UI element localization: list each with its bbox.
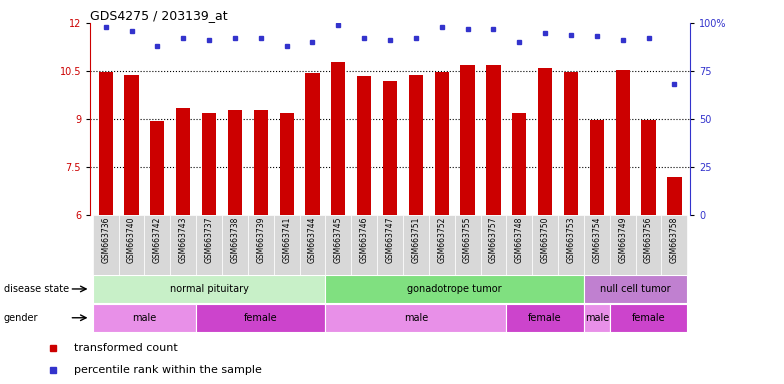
Bar: [228, 110, 242, 215]
Bar: [564, 72, 578, 215]
Bar: [93, 275, 325, 303]
Text: GSM663758: GSM663758: [670, 217, 679, 263]
Text: GSM663745: GSM663745: [334, 217, 343, 263]
Text: GSM663755: GSM663755: [463, 217, 472, 263]
Bar: [434, 72, 449, 215]
Text: GSM663738: GSM663738: [230, 217, 239, 263]
Bar: [512, 113, 526, 215]
Text: GDS4275 / 203139_at: GDS4275 / 203139_at: [90, 9, 228, 22]
Bar: [532, 215, 558, 275]
Text: percentile rank within the sample: percentile rank within the sample: [74, 365, 263, 375]
Text: GSM663743: GSM663743: [179, 217, 187, 263]
Bar: [641, 120, 655, 215]
Text: GSM663746: GSM663746: [360, 217, 368, 263]
Bar: [196, 215, 222, 275]
Bar: [202, 113, 216, 215]
Text: GSM663744: GSM663744: [308, 217, 317, 263]
Bar: [170, 215, 196, 275]
Text: GSM663753: GSM663753: [567, 217, 575, 263]
Bar: [125, 75, 139, 215]
Bar: [299, 215, 325, 275]
Text: GSM663754: GSM663754: [593, 217, 601, 263]
Bar: [254, 110, 268, 215]
Text: GSM663757: GSM663757: [489, 217, 498, 263]
Bar: [481, 215, 506, 275]
Bar: [506, 304, 584, 331]
Bar: [325, 215, 351, 275]
Bar: [383, 81, 397, 215]
Bar: [506, 215, 532, 275]
Bar: [99, 72, 113, 215]
Bar: [306, 73, 320, 215]
Bar: [93, 215, 118, 275]
Bar: [610, 304, 688, 331]
Bar: [636, 215, 662, 275]
Bar: [357, 76, 372, 215]
Text: GSM663756: GSM663756: [644, 217, 653, 263]
Bar: [584, 304, 610, 331]
Text: transformed count: transformed count: [74, 343, 178, 353]
Text: normal pituitary: normal pituitary: [169, 284, 249, 294]
Bar: [460, 65, 474, 215]
Text: disease state: disease state: [4, 284, 69, 294]
Text: gender: gender: [4, 313, 38, 323]
Text: male: male: [585, 313, 609, 323]
Bar: [455, 215, 481, 275]
Bar: [584, 215, 610, 275]
Text: female: female: [528, 313, 562, 323]
Bar: [274, 215, 299, 275]
Text: GSM663741: GSM663741: [282, 217, 291, 263]
Bar: [538, 68, 552, 215]
Text: male: male: [404, 313, 428, 323]
Bar: [667, 177, 681, 215]
Bar: [222, 215, 248, 275]
Bar: [351, 215, 377, 275]
Text: GSM663750: GSM663750: [541, 217, 550, 263]
Text: GSM663742: GSM663742: [153, 217, 162, 263]
Bar: [118, 215, 144, 275]
Text: GSM663740: GSM663740: [127, 217, 136, 263]
Text: GSM663752: GSM663752: [437, 217, 446, 263]
Bar: [590, 120, 604, 215]
Text: GSM663747: GSM663747: [386, 217, 394, 263]
Text: GSM663739: GSM663739: [256, 217, 265, 263]
Bar: [615, 70, 630, 215]
Text: female: female: [632, 313, 666, 323]
Text: female: female: [244, 313, 278, 323]
Bar: [584, 275, 688, 303]
Bar: [144, 215, 170, 275]
Bar: [408, 75, 423, 215]
Text: male: male: [132, 313, 157, 323]
Text: GSM663751: GSM663751: [412, 217, 420, 263]
Text: GSM663748: GSM663748: [515, 217, 524, 263]
Bar: [558, 215, 584, 275]
Bar: [429, 215, 455, 275]
Bar: [325, 275, 584, 303]
Bar: [662, 215, 688, 275]
Text: GSM663749: GSM663749: [619, 217, 627, 263]
Text: null cell tumor: null cell tumor: [601, 284, 671, 294]
Bar: [151, 121, 165, 215]
Text: GSM663737: GSM663737: [205, 217, 213, 263]
Bar: [325, 304, 506, 331]
Bar: [280, 113, 294, 215]
Bar: [486, 65, 500, 215]
Text: GSM663736: GSM663736: [101, 217, 111, 263]
Bar: [93, 304, 196, 331]
Bar: [377, 215, 403, 275]
Bar: [331, 62, 346, 215]
Bar: [248, 215, 274, 275]
Bar: [403, 215, 429, 275]
Bar: [196, 304, 325, 331]
Bar: [176, 108, 191, 215]
Bar: [610, 215, 636, 275]
Text: gonadotrope tumor: gonadotrope tumor: [408, 284, 502, 294]
